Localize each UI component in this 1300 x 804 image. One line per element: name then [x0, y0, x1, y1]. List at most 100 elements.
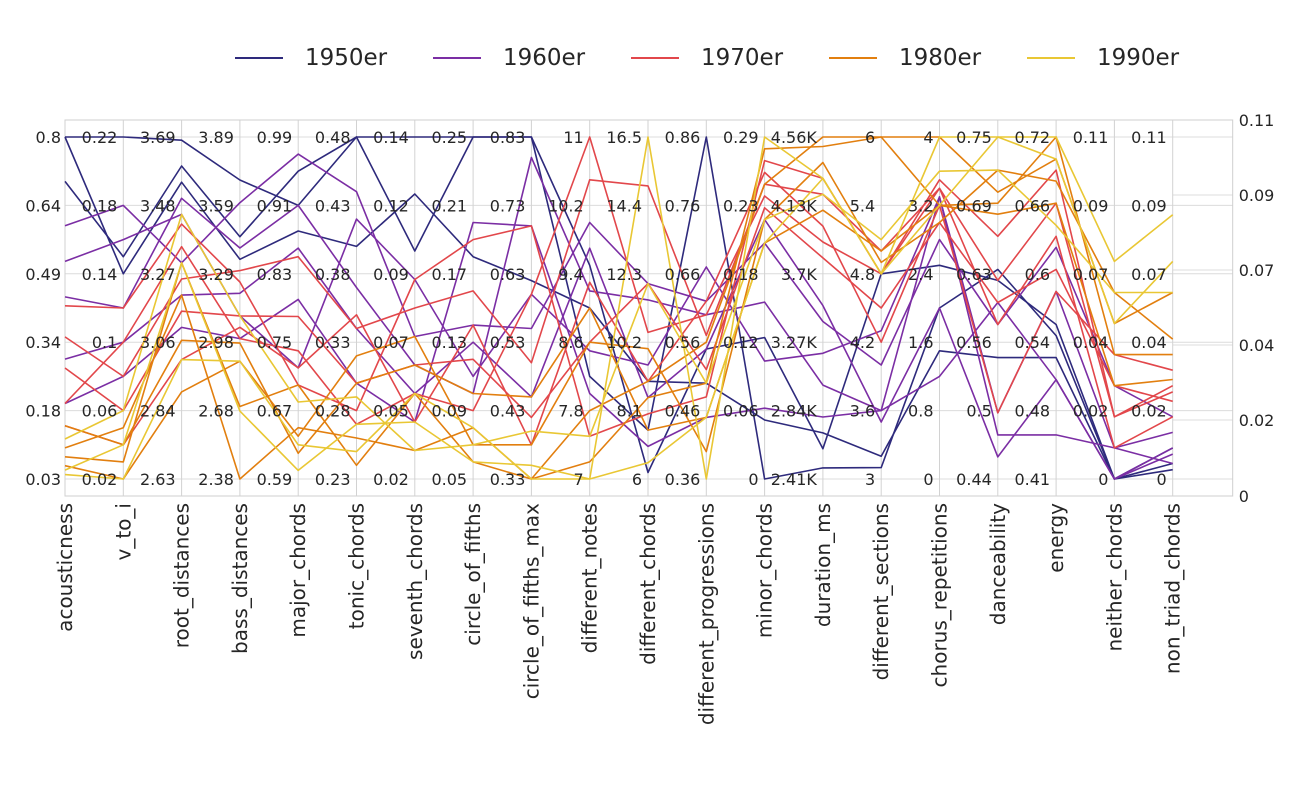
tick-label: 11 — [563, 128, 583, 147]
tick-label: 0.12 — [723, 333, 759, 352]
tick-label: 0.09 — [431, 402, 467, 421]
tick-label: 0.06 — [723, 402, 759, 421]
tick-label: 3.69 — [140, 128, 176, 147]
tick-label: 0.03 — [25, 470, 61, 489]
series-line-1970er[interactable] — [64, 207, 1173, 419]
axis-name-duration_ms: duration_ms — [811, 503, 835, 627]
series-lines — [64, 136, 1174, 480]
axis-name-different_progressions: different_progressions — [694, 503, 718, 725]
tick-label: 0.14 — [373, 128, 409, 147]
tick-label: 8.1 — [617, 402, 642, 421]
series-line-1960er[interactable] — [64, 218, 1174, 480]
legend-item-1990er[interactable]: 1990er — [1027, 40, 1179, 76]
tick-label: 0.18 — [25, 402, 61, 421]
tick-label-right: 0.07 — [1239, 261, 1275, 280]
tick-label: 0.72 — [1014, 128, 1050, 147]
axis-name-acousticness: acousticness — [53, 503, 77, 632]
tick-label: 0.13 — [431, 333, 467, 352]
tick-label: 2.84K — [771, 402, 818, 421]
series-line-1960er[interactable] — [64, 221, 1174, 480]
tick-label: 0.49 — [25, 265, 61, 284]
axis-name-bass_distances: bass_distances — [228, 503, 252, 654]
tick-label: 0.48 — [315, 128, 351, 147]
axis-name-chorus_repetitions: chorus_repetitions — [928, 503, 952, 687]
tick-label: 3.29 — [198, 265, 234, 284]
axis-name-danceability: danceability — [986, 503, 1010, 625]
tick-label-right: 0.04 — [1239, 336, 1275, 355]
tick-label: 9.4 — [558, 265, 583, 284]
series-line-1960er[interactable] — [64, 153, 1174, 418]
tick-label: 0.75 — [257, 333, 293, 352]
series-line-1970er[interactable] — [64, 159, 1174, 438]
series-line-1990er[interactable] — [64, 136, 1174, 480]
tick-label: 0.05 — [431, 470, 467, 489]
tick-label: 0.07 — [373, 333, 409, 352]
tick-label: 0.46 — [665, 402, 701, 421]
legend-swatch — [631, 57, 679, 59]
tick-label: 10.2 — [606, 333, 642, 352]
axis-name-different_sections: different_sections — [869, 503, 893, 680]
tick-label: 4.8 — [850, 265, 875, 284]
series-line-1980er[interactable] — [64, 136, 1173, 480]
tick-label: 0.29 — [723, 128, 759, 147]
tick-label: 0.5 — [966, 402, 991, 421]
tick-label: 0.12 — [373, 196, 409, 215]
tick-label: 0.22 — [82, 128, 118, 147]
tick-label: 0.07 — [1131, 265, 1167, 284]
tick-label: 2.4 — [908, 265, 933, 284]
tick-label: 0.67 — [257, 402, 293, 421]
tick-label: 3.89 — [198, 128, 234, 147]
series-line-1970er[interactable] — [64, 171, 1173, 446]
tick-label: 0.6 — [1025, 265, 1050, 284]
tick-label: 0.38 — [315, 265, 351, 284]
tick-label: 0.8 — [36, 128, 61, 147]
tick-label: 0.33 — [315, 333, 351, 352]
tick-label: 0.06 — [82, 402, 118, 421]
axis-name-major_chords: major_chords — [286, 503, 310, 638]
tick-label: 3.59 — [198, 196, 234, 215]
tick-label: 0.59 — [257, 470, 293, 489]
series-line-1980er[interactable] — [64, 161, 1174, 480]
tick-label: 0.34 — [25, 333, 61, 352]
series-line-1980er[interactable] — [64, 202, 1173, 455]
legend-label: 1960er — [503, 45, 586, 71]
tick-label: 0.21 — [431, 196, 467, 215]
axis-name-energy: energy — [1044, 503, 1068, 573]
tick-label: 6 — [865, 128, 875, 147]
tick-label: 0.18 — [82, 196, 118, 215]
tick-label: 0.99 — [257, 128, 293, 147]
legend-item-1960er[interactable]: 1960er — [433, 40, 585, 76]
series-line-1970er[interactable] — [64, 179, 1174, 418]
tick-label: 2.84 — [140, 402, 176, 421]
tick-label: 3.27K — [771, 333, 818, 352]
legend-label: 1980er — [899, 45, 982, 71]
legend-item-1970er[interactable]: 1970er — [631, 40, 783, 76]
tick-label-right: 0.11 — [1239, 111, 1275, 130]
tick-label: 6 — [632, 470, 642, 489]
series-line-1990er[interactable] — [64, 136, 1174, 480]
series-line-1990er[interactable] — [64, 169, 1173, 452]
tick-label: 3 — [865, 470, 875, 489]
tick-label: 2.68 — [198, 402, 234, 421]
tick-label: 0.83 — [257, 265, 293, 284]
tick-label-right: 0.02 — [1239, 411, 1275, 430]
tick-label: 3.2 — [908, 196, 933, 215]
tick-label: 0.18 — [723, 265, 759, 284]
series-line-1980er[interactable] — [64, 136, 1174, 480]
tick-label: 0.25 — [431, 128, 467, 147]
tick-label: 0.11 — [1131, 128, 1167, 147]
tick-label: 0.1 — [92, 333, 117, 352]
tick-label: 4.2 — [850, 333, 875, 352]
axis-name-v_to_i: v_to_i — [111, 503, 135, 560]
tick-label: 0.05 — [373, 402, 409, 421]
tick-label: 0.33 — [490, 470, 526, 489]
axis-name-seventh_chords: seventh_chords — [403, 503, 427, 660]
legend-item-1950er[interactable]: 1950er — [235, 40, 387, 76]
legend-item-1980er[interactable]: 1980er — [829, 40, 981, 76]
tick-label: 3.7K — [781, 265, 817, 284]
axis-name-tonic_chords: tonic_chords — [345, 503, 369, 629]
series-line-1950er[interactable] — [65, 136, 1173, 480]
series-line-1970er[interactable] — [64, 136, 1174, 449]
tick-label: 0.76 — [665, 196, 701, 215]
